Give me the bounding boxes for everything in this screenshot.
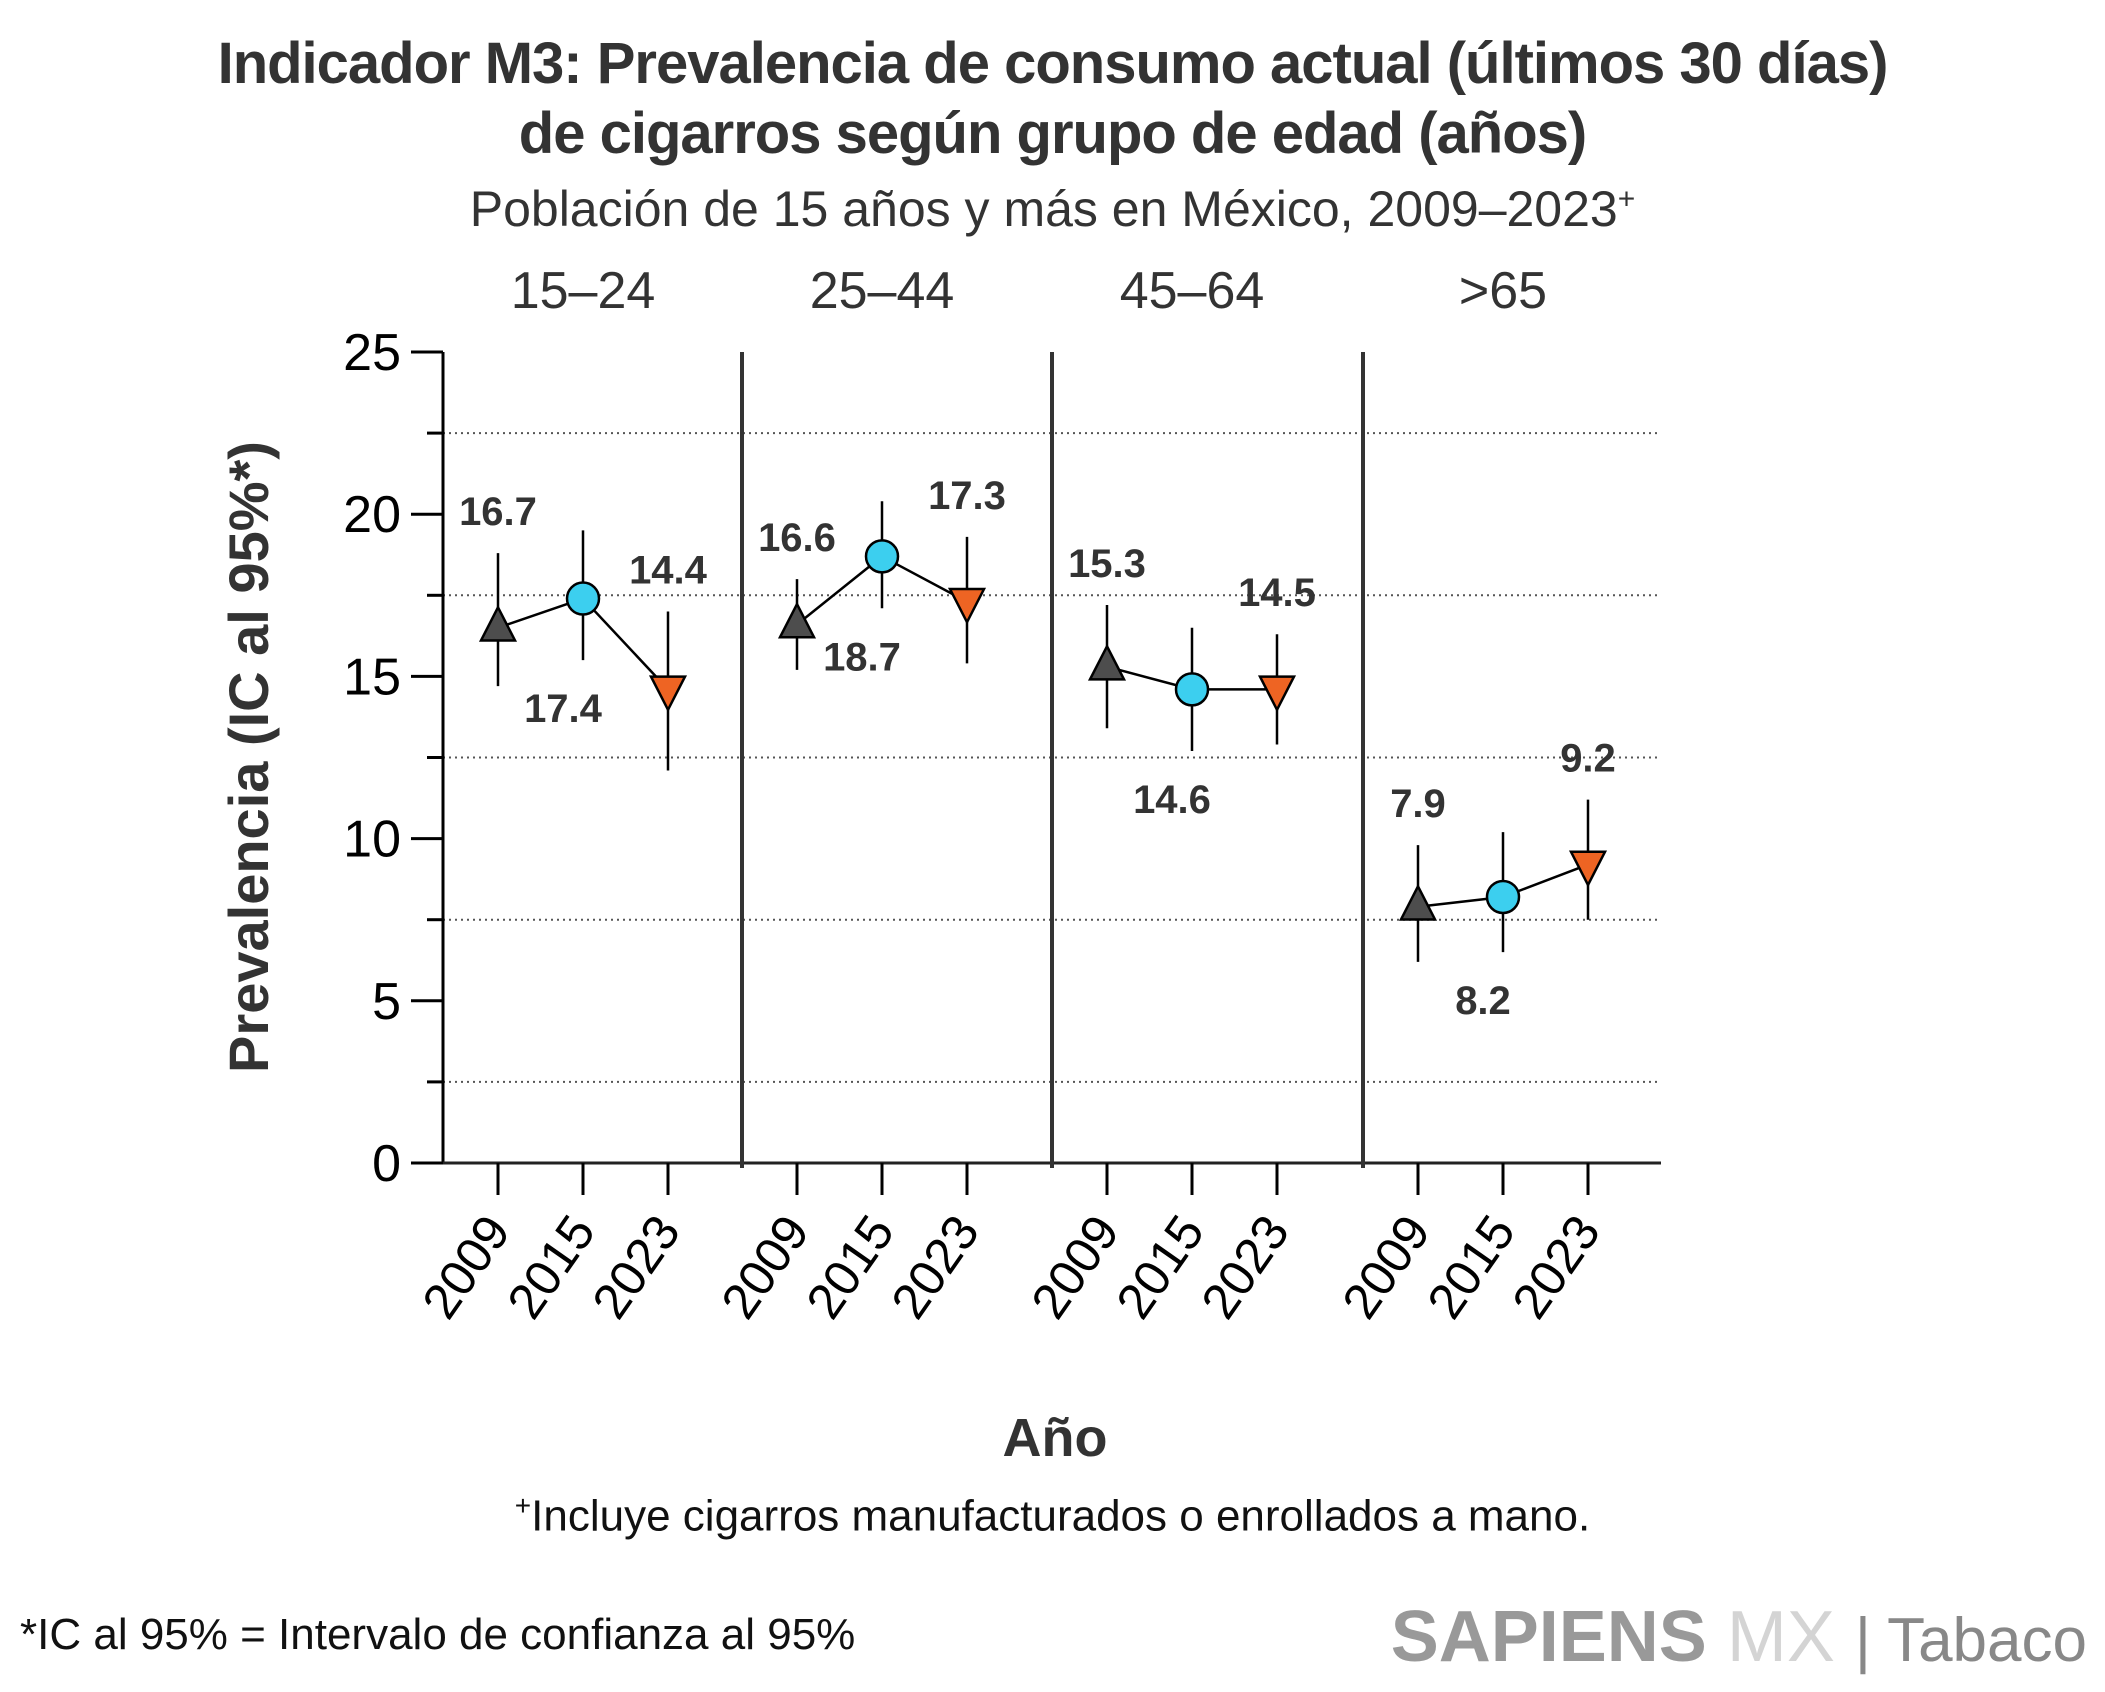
x-tick-label: 2023 [1501, 1205, 1611, 1328]
y-tick-label: 25 [343, 324, 401, 382]
x-tick-label: 2023 [581, 1205, 691, 1328]
data-label: 14.4 [629, 549, 708, 593]
marker-triangle-up-2009 [1398, 883, 1438, 921]
grid-lines [427, 431, 1661, 1084]
marker-triangle-down-2023 [648, 675, 688, 713]
note-text: Incluye cigarros manufacturados o enroll… [531, 1491, 1591, 1541]
data-label: 17.3 [928, 474, 1006, 518]
marker-circle-2015 [565, 581, 601, 616]
data-label: 9.2 [1560, 737, 1616, 781]
series: 16.7 17.4 14.4 16.6 18.7 17.3 15.3 14.6 14.5 7.9 8… [459, 474, 1616, 1023]
marker-triangle-up-2009 [1087, 643, 1127, 681]
x-tick-label: 2009 [1020, 1205, 1130, 1328]
note: +Incluye cigarros manufacturados o enrol… [0, 1490, 2105, 1542]
data-label: 14.5 [1238, 571, 1316, 615]
y-ticks: 0 5 10 15 20 25 [343, 324, 443, 1193]
x-tick-label: 2023 [880, 1205, 990, 1328]
marker-triangle-up-2009 [478, 604, 518, 642]
note-superscript: + [514, 1490, 532, 1521]
data-label: 16.6 [758, 516, 836, 560]
y-tick-label: 0 [372, 1135, 401, 1193]
group-label: 45–64 [1120, 262, 1265, 320]
marker-circle-2015 [1174, 672, 1210, 707]
marker-triangle-down-2023 [1568, 850, 1608, 888]
marker-triangle-down-2023 [947, 587, 987, 625]
data-label: 18.7 [823, 635, 901, 679]
brand-mx: MX [1726, 1597, 1835, 1677]
x-tick-label: 2015 [795, 1205, 905, 1328]
chart-title-line2: de cigarros según grupo de edad (años) [518, 101, 1587, 166]
y-tick-label: 20 [343, 486, 401, 544]
y-tick-label: 5 [372, 973, 401, 1031]
subtitle-text: Población de 15 años y más en México, 20… [469, 181, 1618, 237]
brand-logo: SAPIENS MX | Tabaco [1391, 1596, 2087, 1678]
brand-tabaco: | Tabaco [1854, 1606, 2087, 1675]
y-axis-label: Prevalencia (IC al 95%*) [217, 441, 280, 1073]
marker-circle-2015 [864, 539, 900, 574]
x-axis-label: Año [1003, 1408, 1108, 1468]
data-label: 14.6 [1133, 778, 1211, 822]
x-tick-label: 2015 [1416, 1205, 1526, 1328]
chart-subtitle: Población de 15 años y más en México, 20… [0, 180, 2105, 238]
data-label: 8.2 [1455, 979, 1511, 1023]
x-tick-label: 2023 [1190, 1205, 1300, 1328]
y-tick-label: 10 [343, 811, 401, 869]
y-tick-label: 15 [343, 648, 401, 706]
x-tick-label: 2015 [496, 1205, 606, 1328]
group-labels: 15–24 25–44 45–64 >65 [511, 262, 1547, 320]
data-label: 15.3 [1068, 542, 1146, 586]
brand-sapiens: SAPIENS [1390, 1597, 1707, 1677]
group-label: 15–24 [511, 262, 656, 320]
data-label: 17.4 [524, 687, 603, 731]
chart-title-line1: Indicador M3: Prevalencia de consumo act… [217, 31, 1889, 96]
group-label: >65 [1459, 262, 1547, 320]
data-label: 7.9 [1390, 782, 1446, 826]
marker-triangle-up-2009 [777, 601, 817, 639]
x-tick-label: 2009 [1331, 1205, 1441, 1328]
axes [411, 352, 1661, 1168]
data-label: 16.7 [459, 490, 537, 534]
x-tick-label: 2015 [1105, 1205, 1215, 1328]
subtitle-superscript: + [1617, 182, 1636, 216]
x-tick-label: 2009 [411, 1205, 521, 1328]
footnote: *IC al 95% = Intervalo de confianza al 9… [20, 1610, 856, 1659]
marker-triangle-down-2023 [1257, 675, 1297, 713]
marker-circle-2015 [1485, 879, 1521, 915]
group-label: 25–44 [810, 262, 955, 320]
x-tick-label: 2009 [710, 1205, 820, 1328]
